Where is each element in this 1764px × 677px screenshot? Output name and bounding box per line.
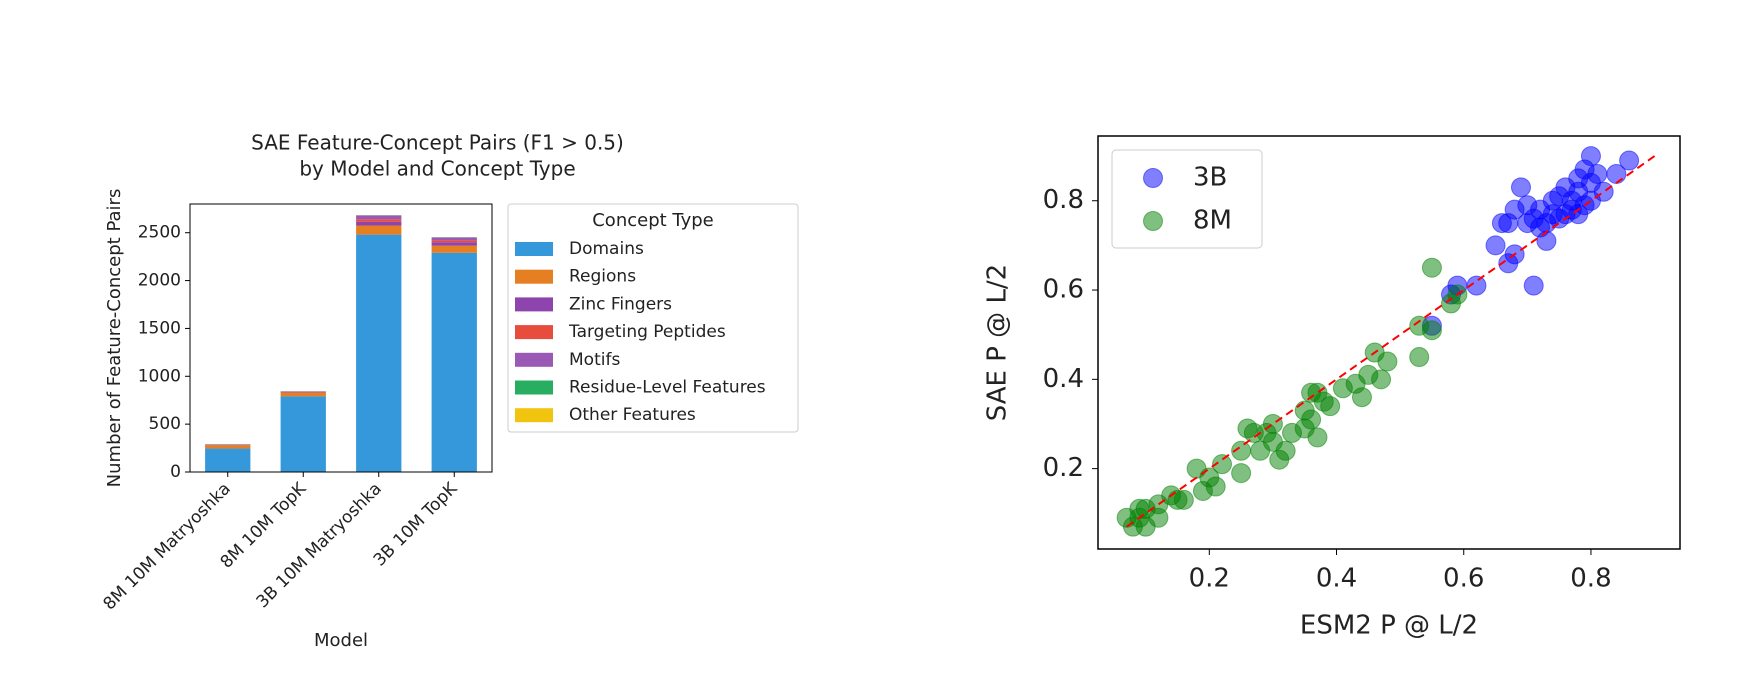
legend-label: Zinc Fingers (569, 294, 672, 314)
scatter-point (1580, 146, 1601, 167)
scatter-point (1275, 440, 1296, 461)
scatter-point (1542, 204, 1563, 225)
scatter-point (1212, 454, 1233, 475)
legend-frame (507, 203, 799, 433)
legend-title: Concept Type (592, 210, 714, 231)
scatter-point (1466, 275, 1487, 296)
legend-swatch (515, 242, 553, 256)
legend-frame (1111, 149, 1263, 249)
bar-segment (356, 221, 402, 226)
scatter-point (1523, 275, 1544, 296)
scatter-point (1301, 409, 1322, 430)
bar-segment (205, 448, 251, 472)
legend-label: Residue-Level Features (569, 378, 766, 398)
bar-segment (356, 219, 402, 222)
x-tick-label: 0.8 (1570, 564, 1611, 594)
y-tick-label: 0.6 (1043, 275, 1084, 305)
x-axis-label: Model (314, 630, 368, 651)
x-axis-label: ESM2 P @ L/2 (1300, 611, 1478, 641)
y-tick-label: 0.2 (1043, 453, 1084, 483)
bar-segment (356, 225, 402, 235)
chart-title: by Model and Concept Type (299, 157, 575, 181)
scatter-point (1510, 177, 1531, 198)
y-tick-label: 2500 (138, 223, 181, 243)
scatter-point (1485, 235, 1506, 256)
legend-marker (1143, 211, 1163, 231)
legend-swatch (515, 325, 553, 340)
x-tick-label: 8M 10M Matryoshka (99, 479, 234, 614)
scatter-point (1619, 150, 1640, 171)
scatter-point (1262, 413, 1283, 434)
scatter-point (1371, 369, 1392, 390)
legend-label: 8M (1193, 206, 1232, 236)
bar-segment (431, 237, 477, 241)
bar-segment (431, 245, 477, 253)
scatter-point (1377, 351, 1398, 372)
scatter-point (1173, 489, 1194, 510)
y-tick-label: 500 (149, 414, 181, 434)
x-tick-label: 3B 10M Matryoshka (253, 479, 386, 612)
y-axis-label: SAE P @ L/2 (983, 264, 1013, 421)
bar-segment (280, 396, 326, 472)
bar-segment (205, 445, 251, 449)
legend-label: 3B (1193, 163, 1227, 193)
y-tick-label: 0 (170, 462, 181, 482)
bar-segment (356, 234, 402, 472)
scatter-point (1593, 181, 1614, 202)
legend-swatch (515, 380, 553, 395)
legend-label: Domains (569, 239, 644, 259)
legend-swatch (515, 269, 553, 284)
scatter-point (1205, 476, 1226, 497)
bar-segment (431, 240, 477, 243)
scatter-point (1351, 387, 1372, 408)
x-tick-label: 0.6 (1443, 564, 1484, 594)
legend-swatch (515, 352, 553, 367)
legend-swatch (515, 408, 553, 423)
y-tick-label: 0.4 (1043, 364, 1084, 394)
legend-label: Motifs (569, 350, 620, 370)
bar-segment (431, 242, 477, 246)
y-tick-label: 1500 (138, 318, 181, 338)
scatter-point (1421, 320, 1442, 341)
chart-title: SAE Feature-Concept Pairs (F1 > 0.5) (251, 131, 624, 155)
diagonal-line (1126, 155, 1656, 528)
y-tick-label: 1000 (138, 366, 181, 386)
scatter-point (1307, 427, 1328, 448)
scatter-point (1587, 163, 1608, 184)
y-tick-label: 2000 (138, 271, 181, 291)
scatter-point (1421, 257, 1442, 278)
legend-swatch (515, 297, 553, 312)
y-tick-label: 0.8 (1043, 185, 1084, 215)
bar-segment (280, 392, 326, 397)
legend-label: Regions (569, 267, 636, 287)
scatter-point (1320, 396, 1341, 417)
y-axis-label: Number of Feature-Concept Pairs (104, 189, 125, 488)
scatter-point (1409, 347, 1430, 368)
x-tick-label: 0.2 (1189, 564, 1230, 594)
scatter-point (1231, 463, 1252, 484)
x-tick-label: 0.4 (1316, 564, 1357, 594)
legend-label: Other Features (569, 405, 696, 425)
legend-marker (1143, 168, 1163, 188)
axes-frame (1097, 135, 1681, 550)
bar-segment (356, 215, 402, 220)
bar-segment (431, 252, 477, 472)
axes-frame (189, 203, 493, 473)
legend-label: Targeting Peptides (568, 322, 726, 342)
